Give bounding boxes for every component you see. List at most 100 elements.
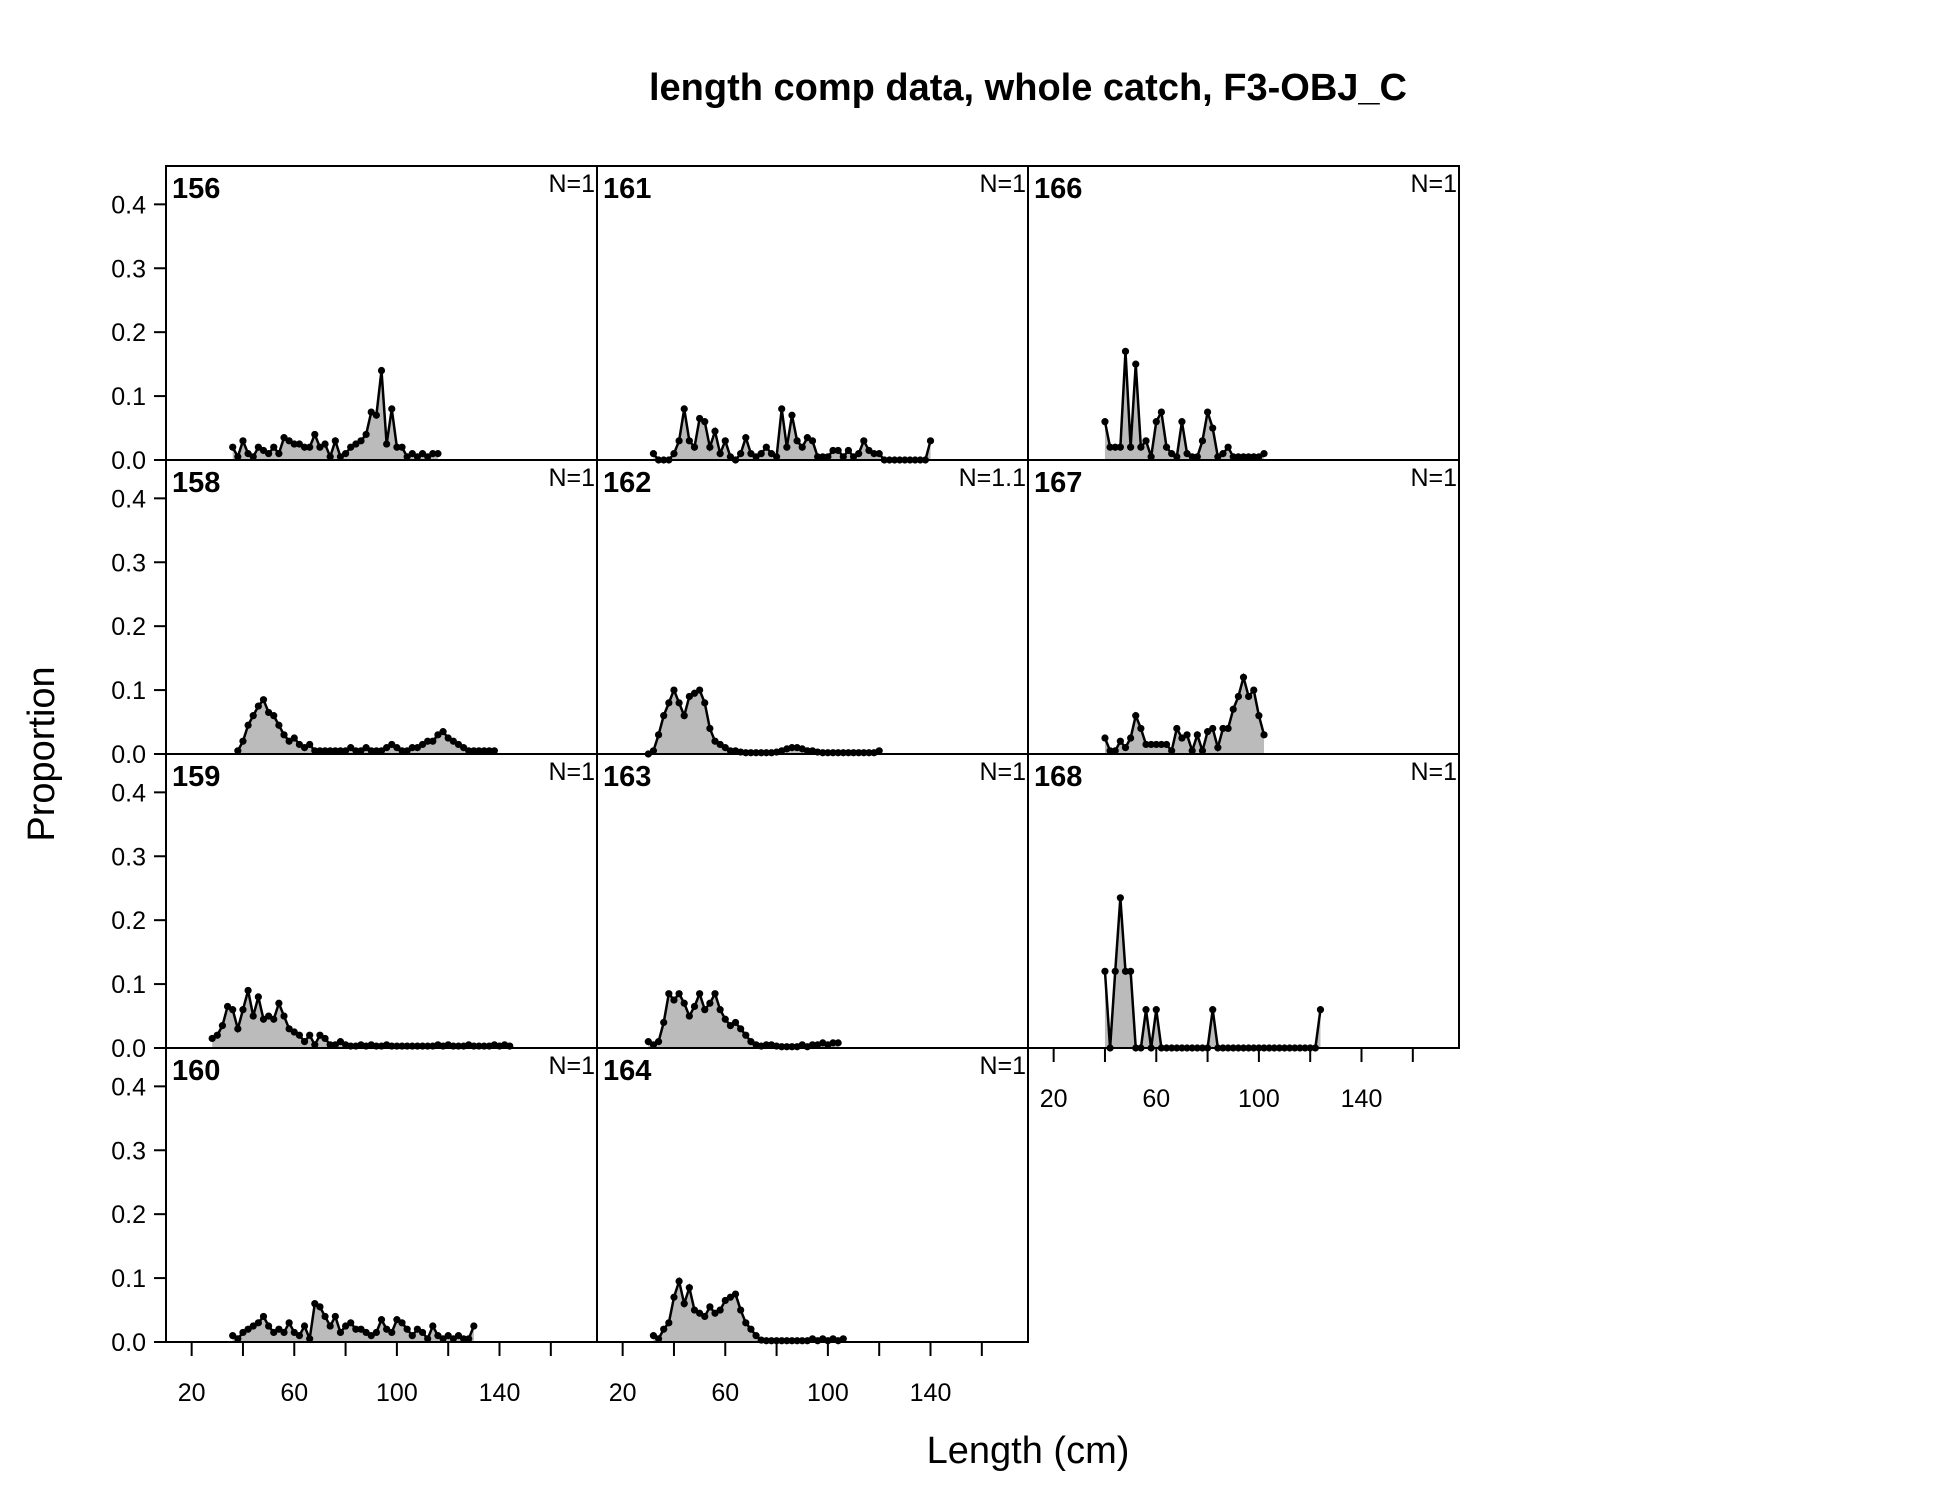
point xyxy=(367,408,375,416)
point xyxy=(1142,1006,1150,1014)
point xyxy=(239,1006,247,1014)
point xyxy=(265,450,273,458)
panel-label: 159 xyxy=(172,761,220,793)
point xyxy=(208,1034,216,1043)
point xyxy=(465,747,473,755)
point xyxy=(1162,740,1171,749)
point xyxy=(393,1316,401,1324)
point xyxy=(649,1332,658,1340)
point xyxy=(234,453,242,461)
point xyxy=(393,744,401,752)
point xyxy=(711,427,719,435)
point xyxy=(737,1025,745,1033)
point xyxy=(1168,450,1176,458)
point xyxy=(1152,418,1160,426)
point xyxy=(685,692,693,701)
point xyxy=(352,440,360,448)
panel-n-label: N=1 xyxy=(548,758,595,786)
point xyxy=(1209,1006,1217,1014)
point xyxy=(737,1306,745,1314)
point xyxy=(726,1022,735,1030)
point xyxy=(290,734,298,742)
point xyxy=(265,1322,273,1330)
point xyxy=(742,1319,750,1327)
point xyxy=(716,740,724,749)
point xyxy=(670,686,678,694)
panel-frame xyxy=(596,165,1029,461)
point xyxy=(336,1328,345,1337)
panel-n-label: N=1 xyxy=(979,170,1026,198)
point xyxy=(316,1031,324,1039)
point xyxy=(665,699,673,707)
point xyxy=(300,1038,309,1046)
point xyxy=(290,1028,298,1036)
point xyxy=(731,1018,740,1027)
point xyxy=(398,443,406,451)
point xyxy=(454,1332,463,1340)
point xyxy=(1214,453,1222,461)
point xyxy=(316,1303,324,1311)
panel-frame xyxy=(596,1047,1029,1343)
point xyxy=(788,411,796,419)
point xyxy=(1132,360,1140,368)
point xyxy=(696,990,704,998)
point xyxy=(285,437,293,445)
point xyxy=(1188,453,1196,461)
point xyxy=(808,1041,817,1049)
y-tick-label: 0.1 xyxy=(111,383,146,411)
point xyxy=(1152,1006,1160,1014)
panel-frame xyxy=(165,1047,598,1343)
point xyxy=(721,437,729,445)
point xyxy=(701,699,709,707)
point xyxy=(1219,724,1227,733)
point xyxy=(403,1325,411,1333)
point xyxy=(1116,443,1124,451)
point xyxy=(408,450,416,458)
point xyxy=(306,1335,314,1343)
point xyxy=(403,747,411,755)
panel-label: 164 xyxy=(603,1055,651,1087)
y-tick-label: 0.4 xyxy=(111,1073,146,1101)
point xyxy=(347,443,355,451)
point xyxy=(706,999,714,1007)
point xyxy=(449,1335,457,1343)
point xyxy=(685,1012,693,1020)
area-fill xyxy=(648,690,880,754)
point xyxy=(1157,408,1166,416)
point xyxy=(459,744,468,752)
point xyxy=(316,443,324,451)
point xyxy=(275,1325,283,1333)
point xyxy=(706,1303,714,1311)
point xyxy=(321,1034,329,1043)
panel-label: 167 xyxy=(1034,467,1082,499)
point xyxy=(362,430,370,439)
panel-label: 163 xyxy=(603,761,651,793)
point xyxy=(665,990,673,998)
point xyxy=(649,450,658,458)
point xyxy=(275,450,283,458)
y-tick-label: 0.2 xyxy=(111,613,146,641)
point xyxy=(716,450,724,458)
point xyxy=(341,747,350,755)
point xyxy=(280,434,288,442)
y-tick-label: 0.1 xyxy=(111,1265,146,1293)
point xyxy=(280,1012,288,1020)
point xyxy=(403,453,411,461)
point xyxy=(1121,347,1130,355)
point xyxy=(239,437,247,445)
point xyxy=(367,1332,375,1340)
point xyxy=(690,443,699,451)
point xyxy=(654,1335,663,1343)
point xyxy=(762,443,770,451)
point xyxy=(377,747,386,755)
point xyxy=(644,1038,652,1046)
point xyxy=(229,1332,237,1340)
point xyxy=(1188,747,1196,755)
panel-n-label: N=1 xyxy=(1410,170,1457,198)
point xyxy=(1127,443,1135,451)
point xyxy=(249,712,257,720)
panel-frame xyxy=(1027,165,1460,461)
point xyxy=(1168,747,1176,755)
point xyxy=(357,747,365,755)
point xyxy=(1234,453,1242,461)
